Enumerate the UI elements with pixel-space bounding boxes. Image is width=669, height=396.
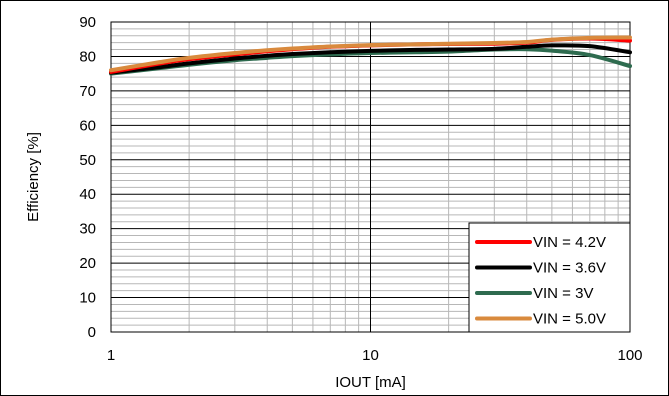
y-tick-label: 60 <box>79 117 96 134</box>
series-lines <box>109 35 632 76</box>
y-tick-label: 80 <box>79 48 96 65</box>
series-line-1 <box>109 43 632 75</box>
legend: VIN = 4.2V VIN = 3.6V VIN = 3V VIN = 5.0V <box>468 222 631 333</box>
legend-label: VIN = 4.2V <box>533 234 606 251</box>
legend-label: VIN = 3V <box>533 285 593 302</box>
y-tick-labels: 0 10 20 30 40 50 60 70 80 90 <box>79 14 96 341</box>
y-tick-label: 10 <box>79 290 96 307</box>
plot-border <box>110 21 631 333</box>
x-tick-labels: 1 10 100 <box>107 347 643 364</box>
x-tick-label: 100 <box>617 347 642 364</box>
y-tick-label: 30 <box>79 221 96 238</box>
y-tick-label: 0 <box>88 324 96 341</box>
series-line-3 <box>109 35 632 73</box>
y-axis-title: Efficiency [%] <box>25 132 42 222</box>
y-tick-label: 20 <box>79 255 96 272</box>
y-tick-label: 70 <box>79 83 96 100</box>
x-axis-title: IOUT [mA] <box>335 374 406 391</box>
y-tick-label: 90 <box>79 14 96 31</box>
x-tick-label: 1 <box>107 347 115 364</box>
y-tick-label: 40 <box>79 186 96 203</box>
legend-label: VIN = 5.0V <box>533 311 606 328</box>
y-tick-label: 50 <box>79 152 96 169</box>
legend-label: VIN = 3.6V <box>533 260 606 277</box>
x-tick-label: 10 <box>362 347 379 364</box>
